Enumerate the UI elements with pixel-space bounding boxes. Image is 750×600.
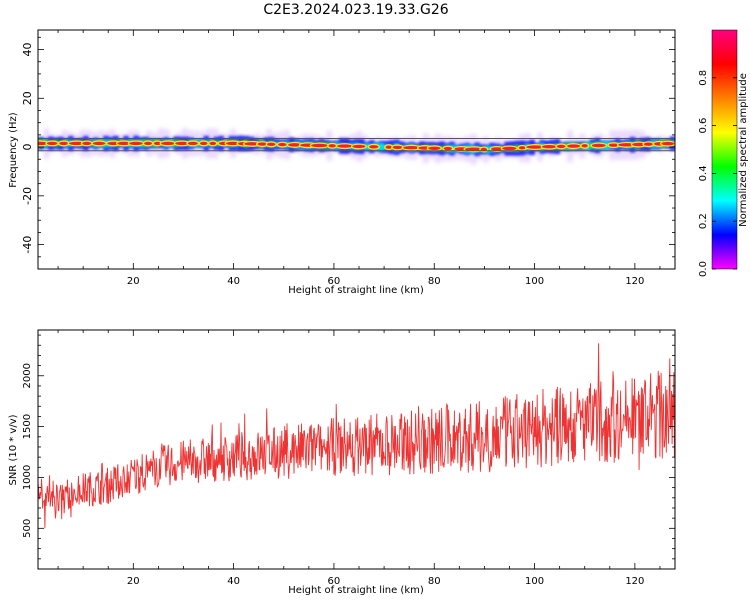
spectrogram-y-tick-label: -40 <box>21 236 34 254</box>
figure-title: C2E3.2024.023.19.33.G26 <box>263 2 448 18</box>
snr-y-tick-label: 1000 <box>22 465 33 490</box>
colorbar: 0.0 0.2 0.4 0.6 0.8 Normalized spectral ampl… <box>698 29 749 277</box>
colorbar-tick-label: 0.4 <box>698 165 709 181</box>
spectrogram-x-tick-label: 20 <box>127 276 140 287</box>
spectrogram-panel: 20 40 60 80 100 120 -40 -20 0 20 40 Height of stra… <box>8 29 676 296</box>
spectrogram-y-tick-label: 40 <box>21 43 34 57</box>
colorbar-tick-label: 0.8 <box>698 70 709 86</box>
snr-y-tick-label: 2000 <box>22 363 33 388</box>
snr-x-tick-label: 60 <box>328 576 341 587</box>
snr-x-tick-label: 20 <box>127 576 140 587</box>
snr-xlabel: Height of straight line (km) <box>288 585 424 596</box>
snr-x-tick-label: 100 <box>525 576 544 587</box>
spectrogram-y-tick-label: 0 <box>21 144 34 151</box>
colorbar-gradient <box>712 30 737 269</box>
spectrogram-y-tick-label: -20 <box>21 187 34 205</box>
snr-x-tick-label: 80 <box>428 576 441 587</box>
snr-panel: 20 40 60 80 100 120 500 1000 1500 2000 Height of … <box>8 329 676 596</box>
spectral-band <box>38 128 675 165</box>
spectrogram-x-tick-label: 60 <box>328 276 341 287</box>
colorbar-tick-label: 0.2 <box>698 213 709 229</box>
spectrogram-xlabel: Height of straight line (km) <box>288 285 424 296</box>
snr-series-line <box>38 343 675 529</box>
snr-ylabel: SNR (10 * v/v) <box>8 414 19 485</box>
spectrogram-ylabel: Frequency (Hz) <box>8 112 19 188</box>
colorbar-tick-label: 0.0 <box>698 261 709 277</box>
spectrogram-x-tick-label: 120 <box>625 276 644 287</box>
colorbar-label: Normalized spectral amplitude <box>738 73 749 227</box>
snr-frame <box>37 329 676 570</box>
snr-y-tick-label: 1500 <box>22 414 33 439</box>
snr-x-tick-label: 120 <box>625 576 644 587</box>
spectrogram-frame <box>37 29 676 270</box>
snr-y-tick-label: 500 <box>22 519 33 538</box>
spectrogram-x-tick-label: 100 <box>525 276 544 287</box>
spectrogram-y-tick-label: 20 <box>21 91 34 105</box>
spectrogram-x-tick-label: 40 <box>227 276 240 287</box>
spectrogram-x-tick-label: 80 <box>428 276 441 287</box>
snr-x-tick-label: 40 <box>227 576 240 587</box>
colorbar-frame <box>711 29 738 270</box>
colorbar-tick-label: 0.6 <box>698 118 709 134</box>
